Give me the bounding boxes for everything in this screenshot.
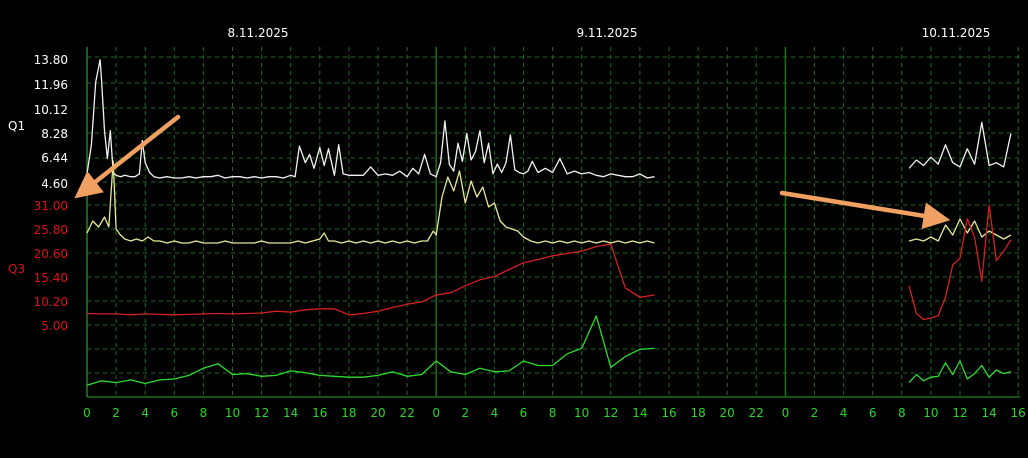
- x-tick-label: 0: [83, 406, 91, 420]
- y-tick-label-q1: 8.28: [41, 127, 68, 141]
- x-tick-label: 8: [200, 406, 208, 420]
- x-tick-label: 6: [520, 406, 528, 420]
- series-line-q3_red: [908, 204, 1012, 321]
- x-tick-label: 16: [312, 406, 327, 420]
- x-tick-label: 16: [661, 406, 676, 420]
- y-tick-label-q3: 15.40: [34, 271, 68, 285]
- series-line-q1_yellow: [86, 160, 655, 244]
- series-line-green: [908, 360, 1012, 384]
- x-tick-label: 2: [461, 406, 469, 420]
- y-tick-label-q1: 4.60: [41, 177, 68, 191]
- series-line-green: [86, 315, 655, 386]
- x-tick-label: 0: [782, 406, 790, 420]
- date-labels: 8.11.2025 9.11.2025 10.11.2025: [227, 26, 990, 40]
- x-tick-label: 4: [840, 406, 848, 420]
- x-tick-label: 8: [549, 406, 557, 420]
- series-line-q3_red: [86, 243, 655, 316]
- x-tick-label: 0: [432, 406, 440, 420]
- date-label: 8.11.2025: [227, 26, 288, 40]
- y-tick-label-q3: 20.60: [34, 247, 68, 261]
- y-tick-label-q3: 31.00: [34, 199, 68, 213]
- x-tick-label: 8: [898, 406, 906, 420]
- x-tick-label: 10: [923, 406, 938, 420]
- y-tick-label-q3: 10.20: [34, 295, 68, 309]
- annotation-layer: [74, 114, 951, 230]
- annotation-arrow: [74, 114, 181, 199]
- x-tick-label: 10: [574, 406, 589, 420]
- x-axis-ticks: 0 2 4 6 8 10 12 14 16 18 20 22 0 2 4 6 8 10 12 14 16 18 20 22 0 2…: [83, 406, 1026, 420]
- x-tick-label: 12: [254, 406, 269, 420]
- x-tick-label: 18: [341, 406, 356, 420]
- x-tick-label: 16: [1011, 406, 1026, 420]
- y-tick-label-q1: 11.96: [34, 78, 68, 92]
- axis-name-q1: Q1: [8, 119, 25, 133]
- y-tick-label-q1: 10.12: [34, 103, 68, 117]
- date-label: 10.11.2025: [922, 26, 991, 40]
- x-tick-label: 22: [399, 406, 414, 420]
- x-tick-label: 20: [370, 406, 385, 420]
- date-label: 9.11.2025: [576, 26, 637, 40]
- x-tick-label: 12: [952, 406, 967, 420]
- y-tick-label-q1: 6.44: [41, 151, 68, 165]
- grid-layer: [86, 47, 1020, 398]
- series-layer: [86, 59, 1012, 386]
- annotation-arrow: [779, 190, 951, 230]
- x-tick-label: 4: [491, 406, 499, 420]
- series-line-q1_white: [908, 121, 1012, 169]
- x-tick-label: 2: [112, 406, 120, 420]
- y-tick-label-q3: 5.00: [41, 319, 68, 333]
- x-tick-label: 12: [603, 406, 618, 420]
- x-tick-label: 10: [225, 406, 240, 420]
- x-tick-label: 14: [981, 406, 996, 420]
- y-axis-labels: 13.80 11.96 10.12 8.28 6.44 4.60 31.00 25.80 20.…: [8, 53, 68, 333]
- x-tick-label: 14: [632, 406, 647, 420]
- x-tick-label: 18: [690, 406, 705, 420]
- axis-name-q3: Q3: [8, 262, 25, 276]
- series-line-q1_white: [86, 59, 655, 179]
- x-tick-label: 6: [170, 406, 178, 420]
- x-tick-label: 20: [720, 406, 735, 420]
- x-tick-label: 4: [141, 406, 149, 420]
- x-tick-label: 14: [283, 406, 298, 420]
- series-line-q1_yellow: [908, 218, 1012, 242]
- x-tick-label: 22: [749, 406, 764, 420]
- y-tick-label-q3: 25.80: [34, 223, 68, 237]
- y-tick-label-q1: 13.80: [34, 53, 68, 67]
- x-tick-label: 6: [869, 406, 877, 420]
- x-tick-label: 2: [811, 406, 819, 420]
